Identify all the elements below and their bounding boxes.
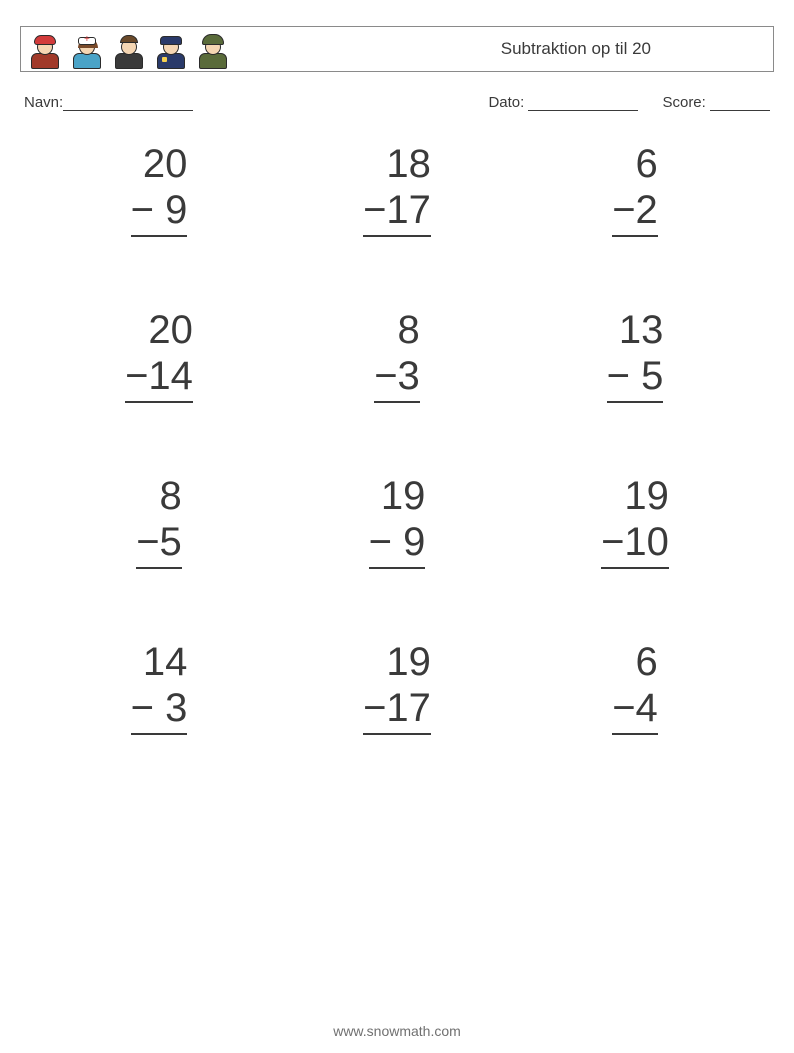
minuend: 6 [612,639,658,685]
meta-row: Navn: Dato: Score: [24,94,770,111]
subtraction-problem: 8−5 [40,473,278,569]
subtrahend-row: −3 [374,353,420,403]
subtraction-problem: 20−14 [40,307,278,403]
subtraction-problem: 19− 9 [278,473,516,569]
subtrahend-row: −17 [363,187,431,237]
nurse-icon [69,29,105,69]
score-blank[interactable] [710,97,770,111]
subtrahend-row: − 5 [607,353,664,403]
score-label: Score: [662,94,705,111]
minuend: 8 [136,473,182,519]
minuend: 14 [131,639,188,685]
minuend: 20 [131,141,188,187]
subtrahend-row: −4 [612,685,658,735]
subtraction-problem: 8−3 [278,307,516,403]
subtraction-problem: 6−2 [516,141,754,237]
worksheet-page: Subtraktion op til 20 Navn: Dato: Score:… [0,0,794,1053]
subtrahend-row: − 3 [131,685,188,735]
soldier-icon [195,29,231,69]
minuend: 19 [363,639,431,685]
date-label: Dato: [488,94,524,111]
minuend: 20 [125,307,193,353]
name-blank[interactable] [63,97,193,111]
subtraction-problem: 18−17 [278,141,516,237]
date-blank[interactable] [528,97,638,111]
subtrahend-row: −10 [601,519,669,569]
minuend: 8 [374,307,420,353]
subtraction-problem: 20− 9 [40,141,278,237]
minuend: 19 [601,473,669,519]
office-worker-icon [111,29,147,69]
subtraction-problem: 14− 3 [40,639,278,735]
subtraction-problem: 19−10 [516,473,754,569]
subtraction-problem: 13− 5 [516,307,754,403]
subtrahend-row: −14 [125,353,193,403]
subtrahend-row: −17 [363,685,431,735]
problem-grid: 20− 9 18−17 6−2 20−14 8−3 13− 5 8−5 19− … [20,141,774,735]
minuend: 13 [607,307,664,353]
minuend: 19 [369,473,426,519]
subtraction-problem: 19−17 [278,639,516,735]
subtrahend-row: − 9 [369,519,426,569]
firefighter-icon [27,29,63,69]
header-icons [27,29,231,69]
subtraction-problem: 6−4 [516,639,754,735]
minuend: 6 [612,141,658,187]
name-label: Navn: [24,94,63,111]
worksheet-title: Subtraktion op til 20 [501,39,761,59]
footer-url: www.snowmath.com [0,1023,794,1039]
subtrahend-row: −2 [612,187,658,237]
minuend: 18 [363,141,431,187]
police-officer-icon [153,29,189,69]
header-bar: Subtraktion op til 20 [20,26,774,72]
subtrahend-row: −5 [136,519,182,569]
subtrahend-row: − 9 [131,187,188,237]
